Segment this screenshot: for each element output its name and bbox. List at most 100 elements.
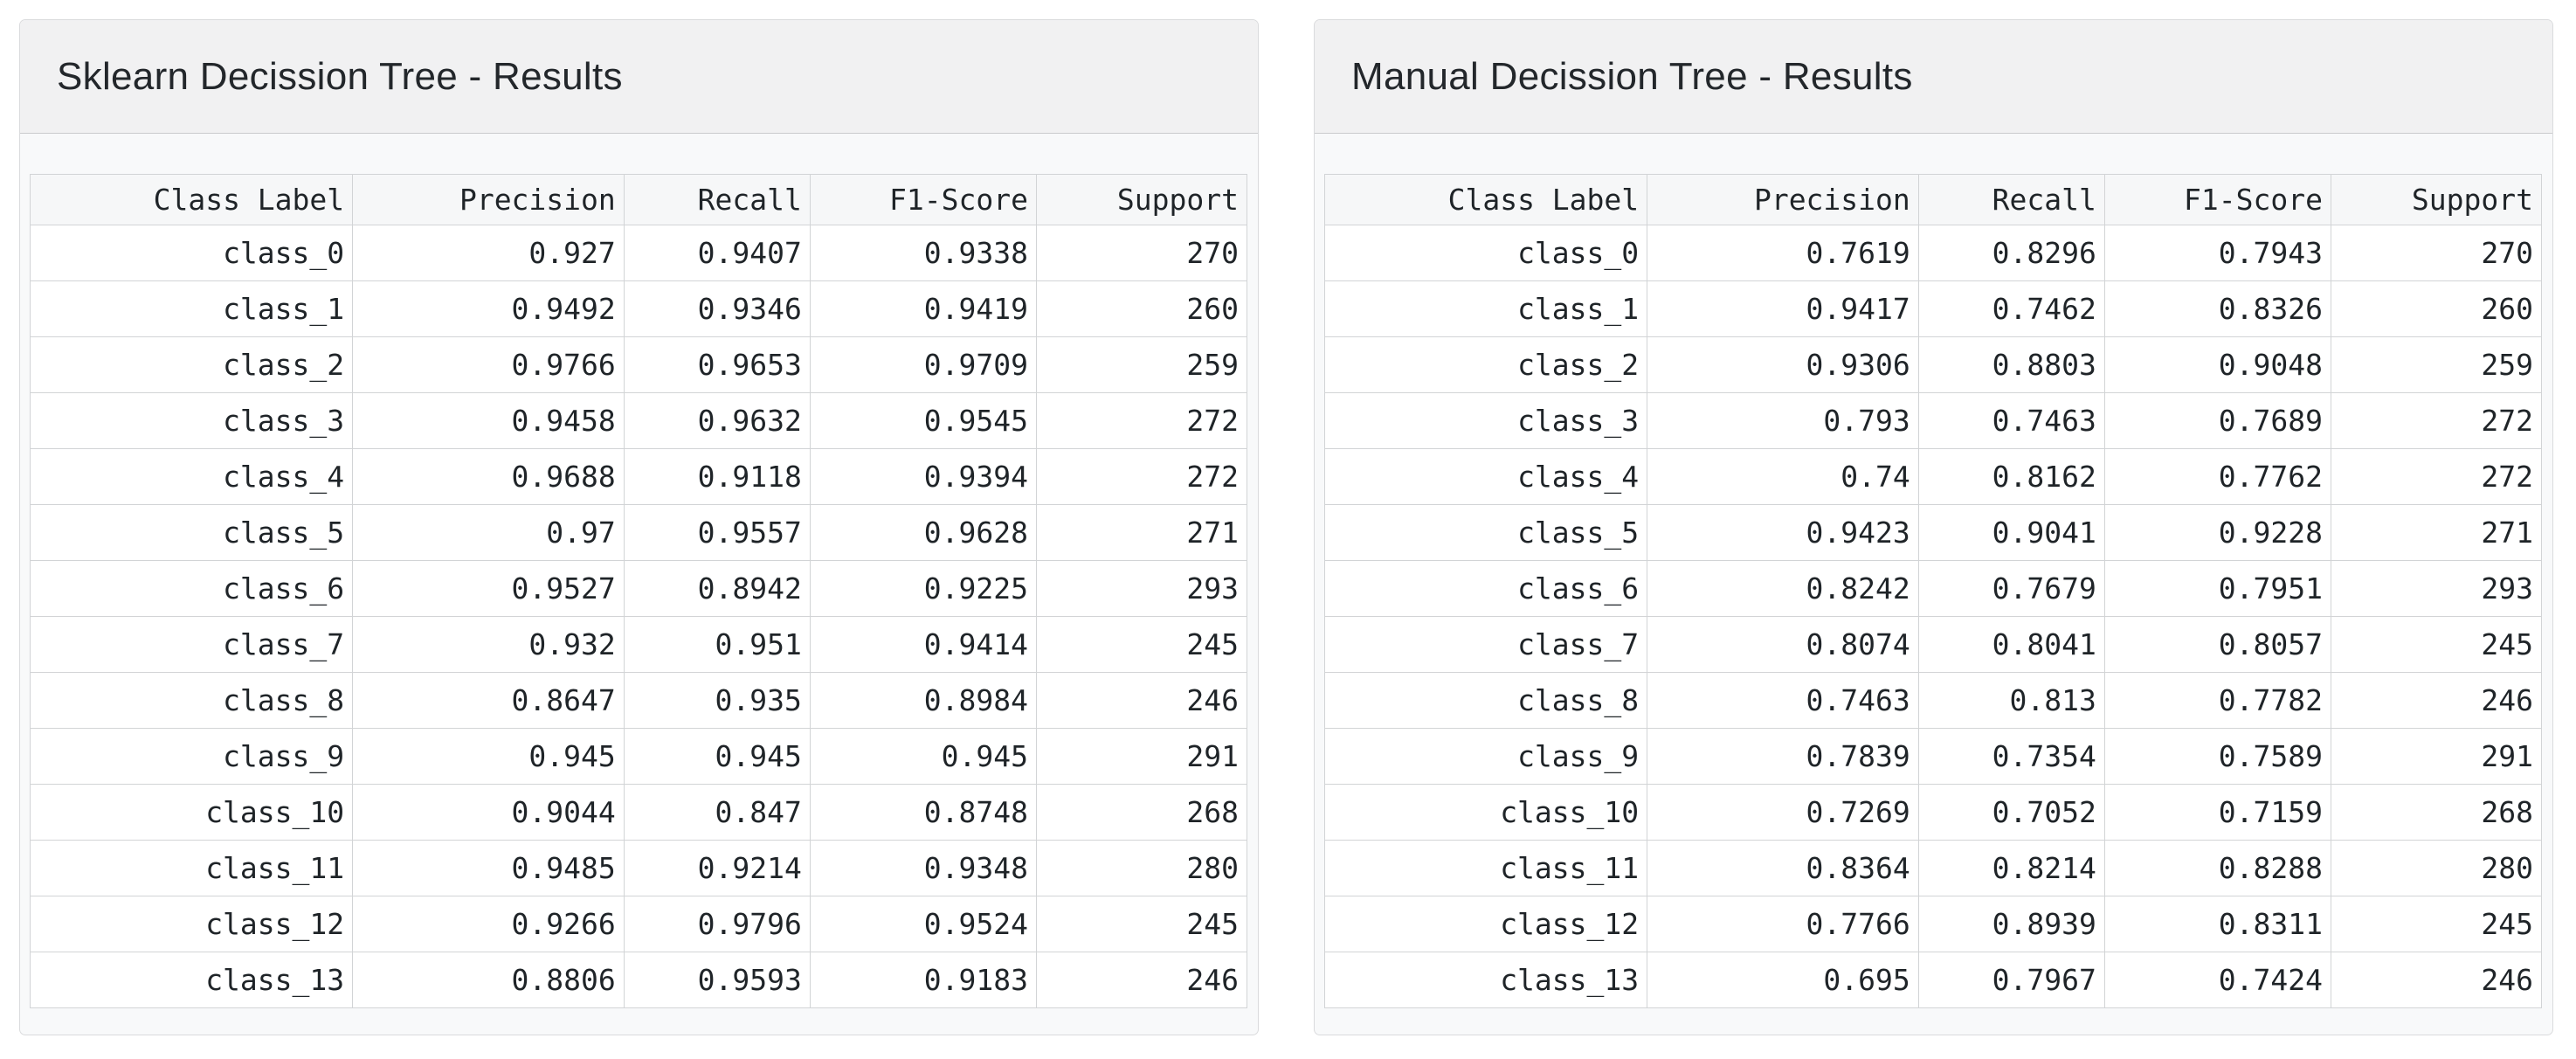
- table-cell: 270: [1035, 225, 1248, 281]
- table-cell: 0.8942: [623, 560, 811, 617]
- table-cell: 245: [1035, 896, 1248, 952]
- table-cell: class_1: [29, 280, 354, 337]
- table-cell: 0.8311: [2103, 896, 2331, 952]
- table-cell: 291: [2330, 728, 2543, 785]
- table-row: class_10 0.7269 0.7052 0.7159 268: [1323, 784, 2543, 841]
- panel-body: Class Label Precision Recall F1-Score Suppor…: [20, 134, 1258, 1031]
- table-cell: 259: [2330, 336, 2543, 393]
- table-cell: class_4: [29, 448, 354, 505]
- table-cell: 0.7159: [2103, 784, 2331, 841]
- table-row: class_11 0.8364 0.8214 0.8288 280: [1323, 840, 2543, 896]
- table-cell: 0.7951: [2103, 560, 2331, 617]
- table-cell: 0.9407: [623, 225, 811, 281]
- table-cell: 272: [1035, 448, 1248, 505]
- table-row: class_4 0.74 0.8162 0.7762 272: [1323, 448, 2543, 505]
- column-header: Recall: [1917, 174, 2105, 225]
- table-cell: 0.9266: [352, 896, 625, 952]
- table-cell: 0.9557: [623, 504, 811, 561]
- table-cell: 0.9041: [1917, 504, 2105, 561]
- table-cell: 272: [2330, 392, 2543, 449]
- table-cell: 0.74: [1647, 448, 1919, 505]
- table-cell: 0.935: [623, 672, 811, 729]
- table-cell: 0.8984: [809, 672, 1037, 729]
- results-table: Class Label Precision Recall F1-Score Suppor…: [29, 174, 1248, 1008]
- panel-manual-results: Manual Decission Tree - Results Class La…: [1314, 19, 2553, 1035]
- table-cell: 245: [1035, 616, 1248, 673]
- table-cell: 0.7766: [1647, 896, 1919, 952]
- table-cell: 259: [1035, 336, 1248, 393]
- column-header: Recall: [623, 174, 811, 225]
- column-header: Precision: [352, 174, 625, 225]
- table-cell: 0.8748: [809, 784, 1037, 841]
- table-cell: 0.7424: [2103, 952, 2331, 1008]
- table-cell: 271: [1035, 504, 1248, 561]
- table-cell: 0.695: [1647, 952, 1919, 1008]
- table-cell: class_8: [1323, 672, 1648, 729]
- table-row: class_0 0.7619 0.8296 0.7943 270: [1323, 225, 2543, 281]
- table-cell: 0.847: [623, 784, 811, 841]
- table-row: class_12 0.9266 0.9796 0.9524 245: [29, 896, 1248, 952]
- table-row: class_7 0.932 0.951 0.9414 245: [29, 616, 1248, 673]
- column-header: Class Label: [29, 174, 354, 225]
- table-cell: 246: [1035, 672, 1248, 729]
- table-cell: 0.932: [352, 616, 625, 673]
- table-cell: class_13: [29, 952, 354, 1008]
- table-cell: 293: [2330, 560, 2543, 617]
- table-cell: 0.9414: [809, 616, 1037, 673]
- table-cell: 0.9709: [809, 336, 1037, 393]
- table-cell: 0.9766: [352, 336, 625, 393]
- table-cell: 0.9527: [352, 560, 625, 617]
- table-cell: class_6: [29, 560, 354, 617]
- table-cell: 0.8214: [1917, 840, 2105, 896]
- table-row: class_9 0.945 0.945 0.945 291: [29, 728, 1248, 785]
- table-cell: 0.8162: [1917, 448, 2105, 505]
- table-cell: class_2: [29, 336, 354, 393]
- table-cell: 0.8647: [352, 672, 625, 729]
- table-row: class_12 0.7766 0.8939 0.8311 245: [1323, 896, 2543, 952]
- table-cell: class_1: [1323, 280, 1648, 337]
- table-cell: 0.7782: [2103, 672, 2331, 729]
- table-cell: 0.8803: [1917, 336, 2105, 393]
- results-table: Class Label Precision Recall F1-Score Suppor…: [1323, 174, 2543, 1008]
- table-cell: 0.9306: [1647, 336, 1919, 393]
- table-cell: class_3: [29, 392, 354, 449]
- table-cell: 0.9545: [809, 392, 1037, 449]
- table-cell: 0.7679: [1917, 560, 2105, 617]
- table-cell: class_7: [29, 616, 354, 673]
- panel-sklearn-results: Sklearn Decission Tree - Results Class L…: [19, 19, 1259, 1035]
- table-cell: 0.7762: [2103, 448, 2331, 505]
- table-cell: class_13: [1323, 952, 1648, 1008]
- table-cell: 271: [2330, 504, 2543, 561]
- table-row: class_7 0.8074 0.8041 0.8057 245: [1323, 616, 2543, 673]
- panel-title: Manual Decission Tree - Results: [1351, 54, 1913, 98]
- table-cell: 0.8288: [2103, 840, 2331, 896]
- column-header: Precision: [1647, 174, 1919, 225]
- table-cell: 291: [1035, 728, 1248, 785]
- table-row: class_13 0.695 0.7967 0.7424 246: [1323, 952, 2543, 1008]
- table-cell: 0.8242: [1647, 560, 1919, 617]
- table-cell: 0.945: [352, 728, 625, 785]
- table-cell: 0.7967: [1917, 952, 2105, 1008]
- table-cell: 268: [2330, 784, 2543, 841]
- table-cell: 246: [2330, 952, 2543, 1008]
- table-row: class_6 0.8242 0.7679 0.7951 293: [1323, 560, 2543, 617]
- table-cell: 0.793: [1647, 392, 1919, 449]
- table-cell: 0.951: [623, 616, 811, 673]
- table-cell: 272: [1035, 392, 1248, 449]
- table-cell: 0.9417: [1647, 280, 1919, 337]
- table-row: class_4 0.9688 0.9118 0.9394 272: [29, 448, 1248, 505]
- table-cell: class_5: [1323, 504, 1648, 561]
- table-row: class_5 0.9423 0.9041 0.9228 271: [1323, 504, 2543, 561]
- table-row: class_10 0.9044 0.847 0.8748 268: [29, 784, 1248, 841]
- table-cell: 0.8057: [2103, 616, 2331, 673]
- table-cell: class_9: [1323, 728, 1648, 785]
- table-cell: 0.8806: [352, 952, 625, 1008]
- table-cell: 0.7689: [2103, 392, 2331, 449]
- table-cell: 0.7052: [1917, 784, 2105, 841]
- table-cell: 0.9628: [809, 504, 1037, 561]
- table-cell: 270: [2330, 225, 2543, 281]
- table-cell: 245: [2330, 896, 2543, 952]
- table-cell: 0.9492: [352, 280, 625, 337]
- table-cell: 0.9524: [809, 896, 1037, 952]
- table-cell: 0.8326: [2103, 280, 2331, 337]
